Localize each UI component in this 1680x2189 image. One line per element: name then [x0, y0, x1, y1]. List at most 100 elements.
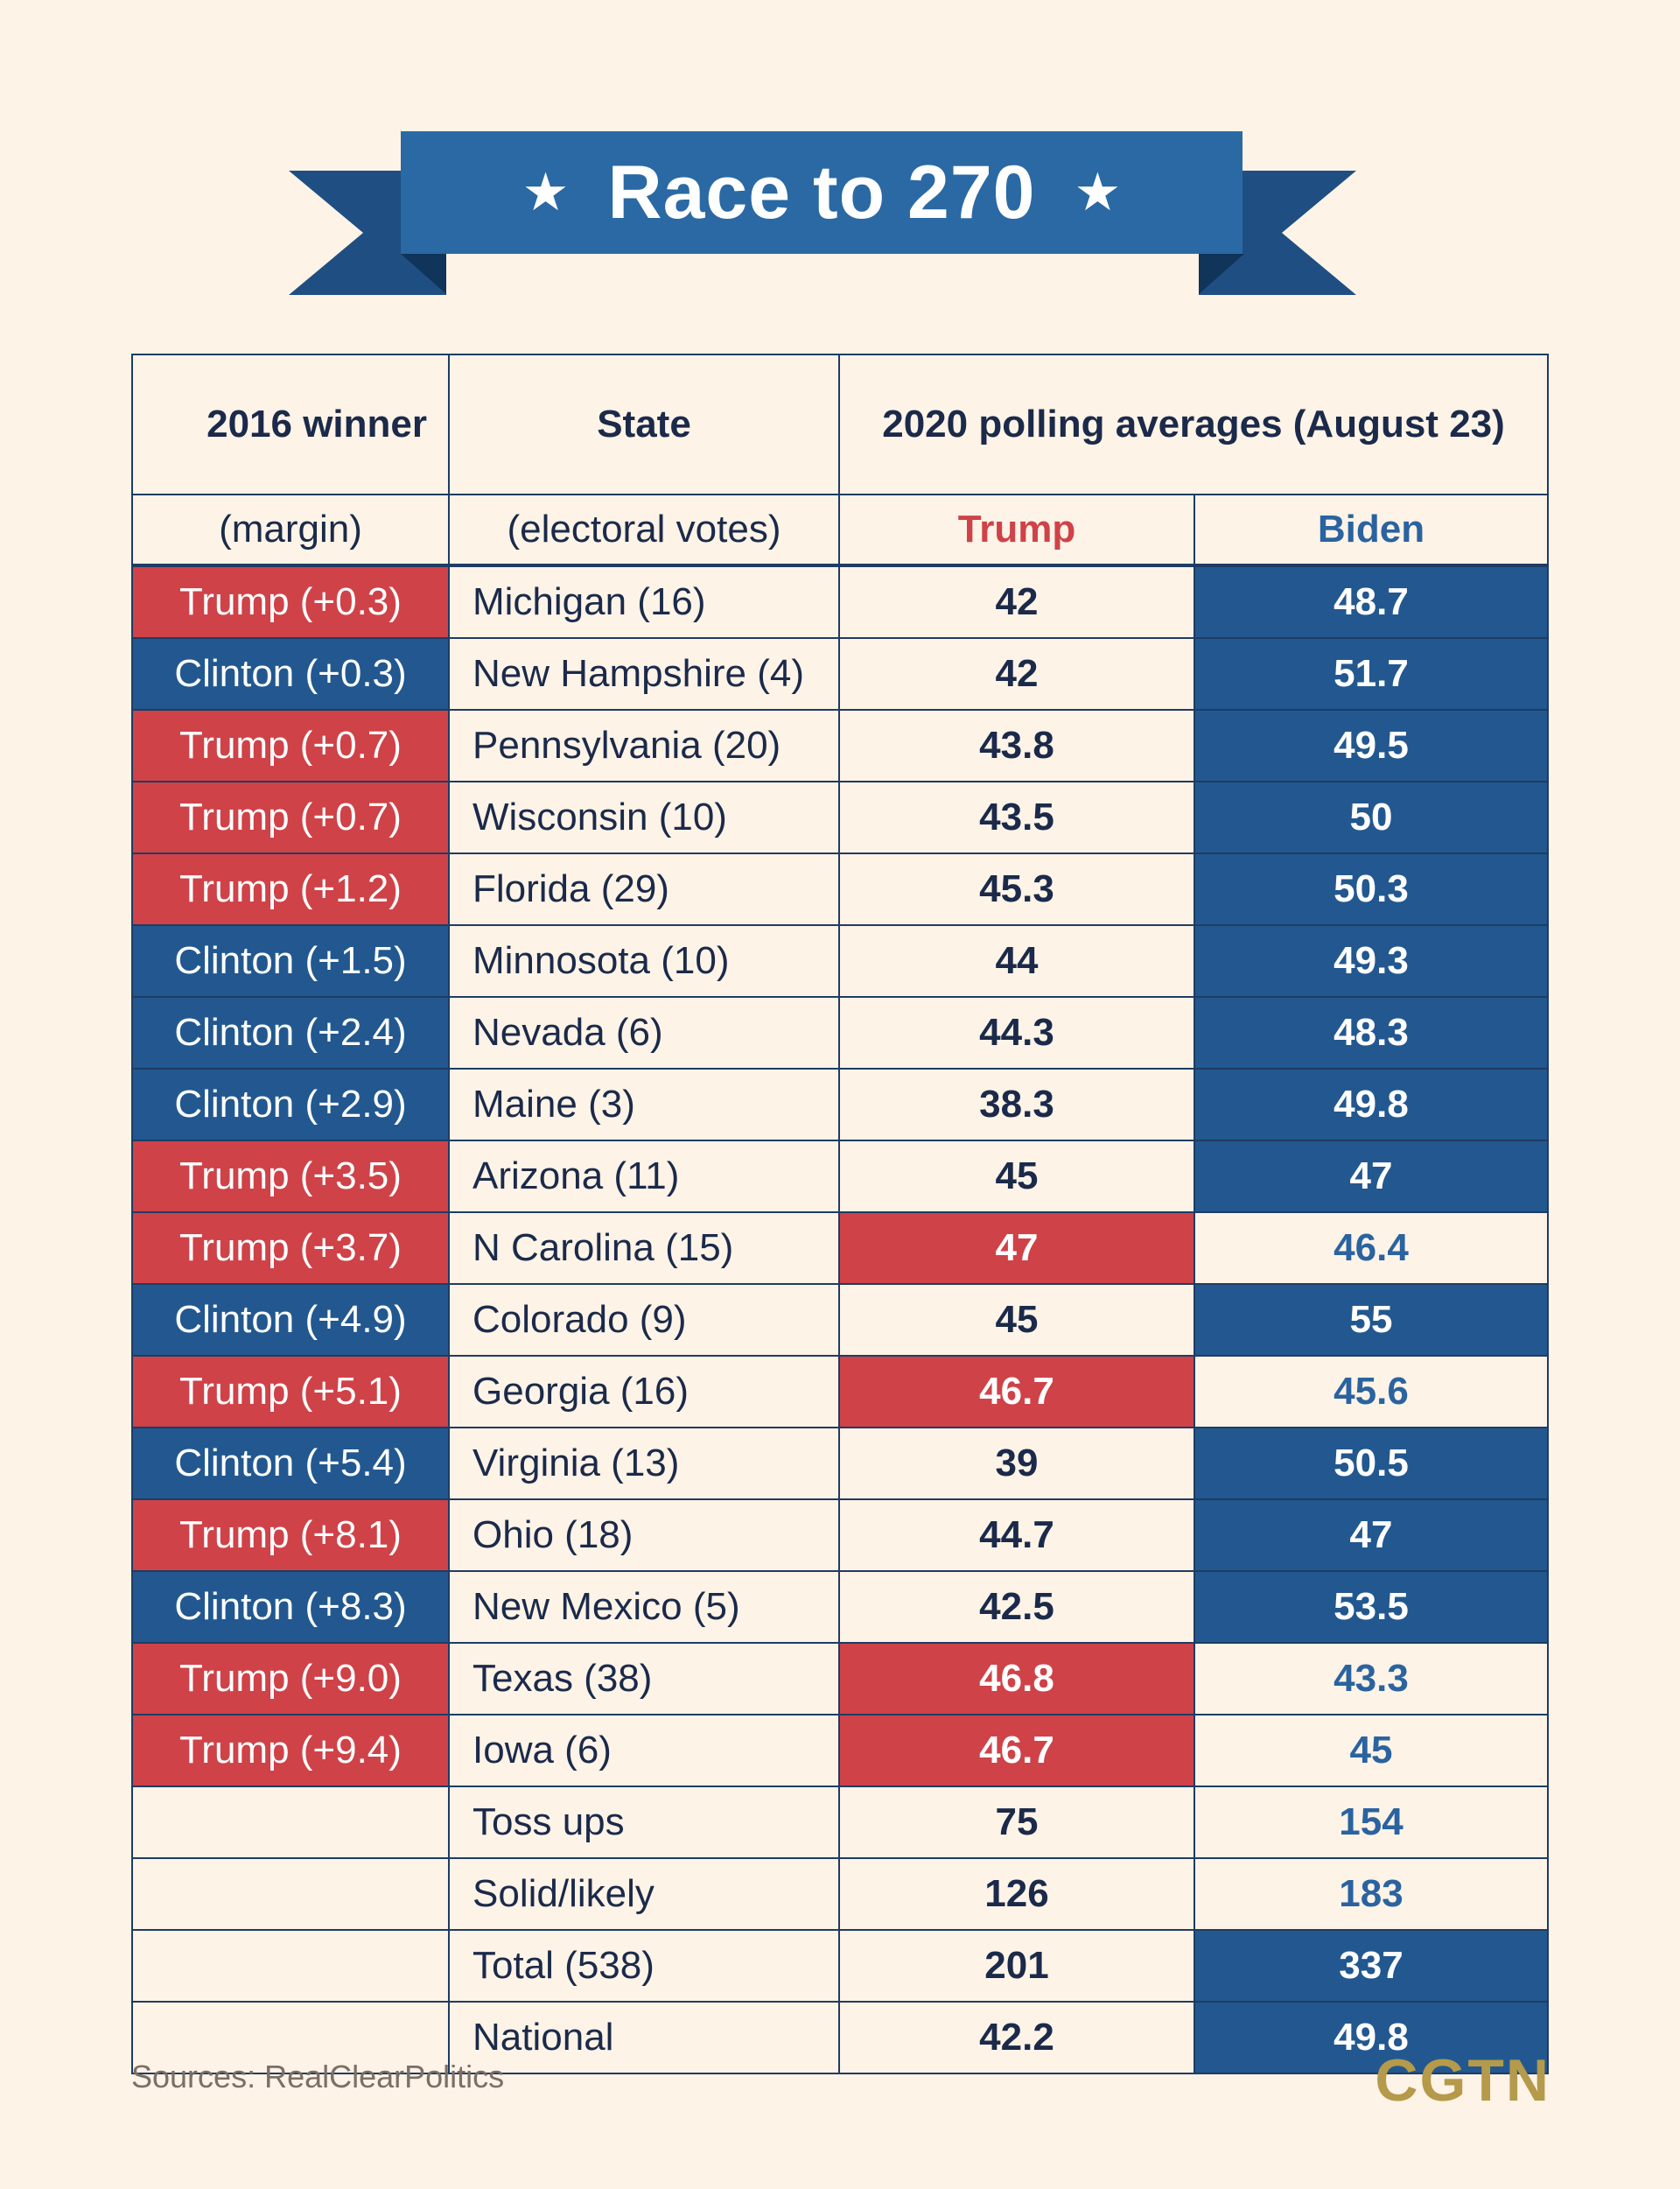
table-row: Clinton (+2.4) Nevada (6) 44.3 48.3 — [131, 998, 1549, 1070]
subheader-biden: Biden — [1195, 495, 1549, 564]
winner-cell: Trump (+0.7) — [131, 711, 450, 781]
summary-trump-value: 201 — [840, 1931, 1195, 2001]
winner-cell: Clinton (+0.3) — [131, 639, 450, 709]
state-cell: New Mexico (5) — [450, 1572, 840, 1642]
biden-value: 46.4 — [1195, 1213, 1549, 1283]
trump-value: 46.7 — [840, 1357, 1195, 1427]
table-row: Clinton (+2.9) Maine (3) 38.3 49.8 — [131, 1070, 1549, 1141]
trump-value: 43.5 — [840, 782, 1195, 852]
table-row: Trump (+9.4) Iowa (6) 46.7 45 — [131, 1715, 1549, 1787]
winner-cell: Clinton (+2.4) — [131, 998, 450, 1068]
subheader-electoral-votes: (electoral votes) — [450, 495, 840, 564]
summary-biden-value: 49.8 — [1195, 2003, 1549, 2073]
biden-value: 47 — [1195, 1141, 1549, 1211]
summary-trump-value: 42.2 — [840, 2003, 1195, 2073]
trump-value: 47 — [840, 1213, 1195, 1283]
summary-row: Total (538) 201 337 — [131, 1931, 1549, 2003]
summary-trump-value: 126 — [840, 1859, 1195, 1929]
summary-biden-value: 154 — [1195, 1787, 1549, 1857]
polling-table: 2016 winner State 2020 polling averages … — [131, 354, 1549, 2074]
summary-label: Solid/likely — [450, 1859, 840, 1929]
winner-cell: Clinton (+5.4) — [131, 1428, 450, 1498]
trump-value: 44.7 — [840, 1500, 1195, 1570]
winner-cell: Trump (+0.3) — [131, 567, 450, 637]
star-icon: ★ — [1074, 163, 1122, 221]
table-row: Trump (+3.7) N Carolina (15) 47 46.4 — [131, 1213, 1549, 1285]
biden-value: 55 — [1195, 1285, 1549, 1355]
state-cell: Florida (29) — [450, 854, 840, 924]
summary-row: Solid/likely 126 183 — [131, 1859, 1549, 1931]
table-row: Trump (+0.3) Michigan (16) 42 48.7 — [131, 565, 1549, 639]
biden-value: 50 — [1195, 782, 1549, 852]
source-note: Sources: RealClearPolitics — [131, 2059, 505, 2094]
table-row: Trump (+3.5) Arizona (11) 45 47 — [131, 1141, 1549, 1213]
state-cell: N Carolina (15) — [450, 1213, 840, 1283]
summary-biden-value: 337 — [1195, 1931, 1549, 2001]
winner-cell: Clinton (+2.9) — [131, 1070, 450, 1140]
trump-value: 46.8 — [840, 1644, 1195, 1714]
summary-label: Total (538) — [450, 1931, 840, 2001]
summary-row: National 42.2 49.8 — [131, 2003, 1549, 2074]
table-row: Clinton (+0.3) New Hampshire (4) 42 51.7 — [131, 639, 1549, 711]
table-row: Trump (+9.0) Texas (38) 46.8 43.3 — [131, 1644, 1549, 1715]
winner-cell: Trump (+9.0) — [131, 1644, 450, 1714]
winner-cell: Clinton (+8.3) — [131, 1572, 450, 1642]
state-cell: Texas (38) — [450, 1644, 840, 1714]
summary-empty-cell — [131, 1787, 450, 1857]
summary-label: Toss ups — [450, 1787, 840, 1857]
state-cell: Nevada (6) — [450, 998, 840, 1068]
biden-value: 49.8 — [1195, 1070, 1549, 1140]
biden-value: 50.3 — [1195, 854, 1549, 924]
trump-value: 43.8 — [840, 711, 1195, 781]
summary-empty-cell — [131, 2003, 450, 2073]
trump-value: 44 — [840, 926, 1195, 996]
winner-cell: Trump (+0.7) — [131, 782, 450, 852]
table-row: Trump (+0.7) Wisconsin (10) 43.5 50 — [131, 782, 1549, 854]
winner-cell: Trump (+9.4) — [131, 1715, 450, 1786]
winner-cell: Trump (+3.5) — [131, 1141, 450, 1211]
table-subheader-row: (margin) (electoral votes) Trump Biden — [131, 495, 1549, 565]
biden-value: 43.3 — [1195, 1644, 1549, 1714]
table-row: Clinton (+1.5) Minnosota (10) 44 49.3 — [131, 926, 1549, 998]
biden-value: 45.6 — [1195, 1357, 1549, 1427]
summary-trump-value: 75 — [840, 1787, 1195, 1857]
table-header-row: 2016 winner State 2020 polling averages … — [131, 354, 1549, 495]
trump-value: 38.3 — [840, 1070, 1195, 1140]
trump-value: 45.3 — [840, 854, 1195, 924]
star-icon: ★ — [522, 163, 570, 221]
state-cell: Michigan (16) — [450, 567, 840, 637]
trump-value: 45 — [840, 1285, 1195, 1355]
state-cell: Colorado (9) — [450, 1285, 840, 1355]
header-polling-averages: 2020 polling averages (August 23) — [840, 355, 1549, 494]
biden-value: 53.5 — [1195, 1572, 1549, 1642]
cgtn-logo: CGTN — [1375, 2047, 1550, 2114]
table-row: Clinton (+4.9) Colorado (9) 45 55 — [131, 1285, 1549, 1357]
winner-cell: Trump (+5.1) — [131, 1357, 450, 1427]
table-row: Clinton (+8.3) New Mexico (5) 42.5 53.5 — [131, 1572, 1549, 1644]
winner-cell: Trump (+1.2) — [131, 854, 450, 924]
state-cell: Arizona (11) — [450, 1141, 840, 1211]
trump-value: 42 — [840, 639, 1195, 709]
subheader-margin: (margin) — [131, 495, 450, 564]
state-cell: Iowa (6) — [450, 1715, 840, 1786]
table-row: Trump (+5.1) Georgia (16) 46.7 45.6 — [131, 1357, 1549, 1428]
biden-value: 51.7 — [1195, 639, 1549, 709]
table-row: Trump (+1.2) Florida (29) 45.3 50.3 — [131, 854, 1549, 926]
biden-value: 47 — [1195, 1500, 1549, 1570]
biden-value: 48.7 — [1195, 567, 1549, 637]
winner-cell: Clinton (+4.9) — [131, 1285, 450, 1355]
biden-value: 50.5 — [1195, 1428, 1549, 1498]
table-row: Clinton (+5.4) Virginia (13) 39 50.5 — [131, 1428, 1549, 1500]
table-row: Trump (+0.7) Pennsylvania (20) 43.8 49.5 — [131, 711, 1549, 782]
state-cell: Wisconsin (10) — [450, 782, 840, 852]
trump-value: 42.5 — [840, 1572, 1195, 1642]
page-title: Race to 270 — [607, 150, 1036, 235]
winner-cell: Trump (+3.7) — [131, 1213, 450, 1283]
biden-value: 49.5 — [1195, 711, 1549, 781]
header-state: State — [450, 355, 840, 494]
biden-value: 48.3 — [1195, 998, 1549, 1068]
trump-value: 45 — [840, 1141, 1195, 1211]
trump-value: 39 — [840, 1428, 1195, 1498]
subheader-trump: Trump — [840, 495, 1195, 564]
state-cell: Ohio (18) — [450, 1500, 840, 1570]
